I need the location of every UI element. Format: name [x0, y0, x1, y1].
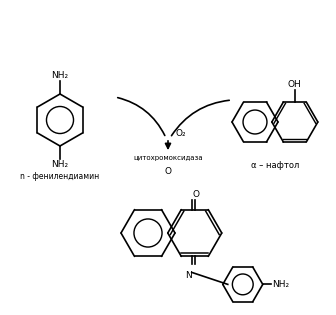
Text: α – нафтол: α – нафтол — [251, 161, 299, 170]
Text: NH₂: NH₂ — [51, 71, 69, 80]
Text: O₂: O₂ — [176, 129, 186, 138]
Text: NH₂: NH₂ — [272, 280, 289, 289]
Text: NH₂: NH₂ — [51, 160, 69, 169]
Text: O: O — [192, 190, 199, 199]
Text: OH: OH — [288, 80, 302, 89]
Text: O: O — [165, 167, 171, 176]
Text: n - фенилендиамин: n - фенилендиамин — [20, 172, 100, 181]
Text: цитохромоксидаза: цитохромоксидаза — [133, 155, 203, 161]
Text: N: N — [185, 272, 192, 280]
